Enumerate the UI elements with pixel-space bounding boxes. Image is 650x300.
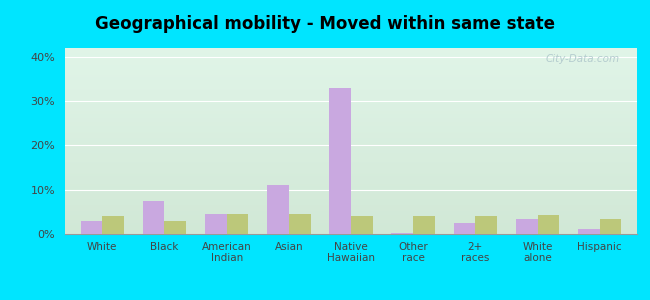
- Bar: [143, 201, 164, 234]
- Bar: [227, 214, 248, 234]
- Text: City-Data.com: City-Data.com: [546, 54, 620, 64]
- Bar: [600, 218, 621, 234]
- Bar: [289, 214, 311, 234]
- Bar: [413, 216, 435, 234]
- Bar: [267, 185, 289, 234]
- Bar: [102, 216, 124, 234]
- Legend: Green Bay, WI, Wisconsin: Green Bay, WI, Wisconsin: [232, 296, 470, 300]
- Bar: [330, 88, 351, 234]
- Bar: [351, 216, 372, 234]
- Bar: [164, 221, 187, 234]
- Bar: [475, 216, 497, 234]
- Bar: [515, 218, 538, 234]
- Bar: [81, 221, 102, 234]
- Bar: [205, 214, 227, 234]
- Bar: [391, 233, 413, 234]
- Bar: [578, 229, 600, 234]
- Bar: [538, 215, 559, 234]
- Text: Geographical mobility - Moved within same state: Geographical mobility - Moved within sam…: [95, 15, 555, 33]
- Bar: [454, 223, 475, 234]
